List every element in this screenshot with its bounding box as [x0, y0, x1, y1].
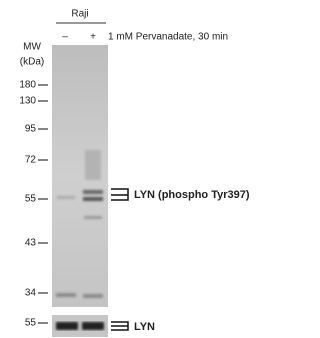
bracket [111, 322, 128, 330]
bracket [111, 189, 128, 200]
markers: 180 130 95 72 55 43 34 55 [19, 80, 48, 329]
band [82, 322, 104, 330]
band-label: LYN [134, 321, 155, 333]
cell-line: Raji [71, 9, 88, 20]
band [57, 196, 75, 199]
band [83, 190, 103, 194]
marker-label: 180 [19, 80, 36, 91]
marker-label: 72 [25, 155, 37, 166]
band [83, 294, 103, 298]
treatment: 1 mM Pervanadate, 30 min [108, 32, 228, 43]
band [56, 293, 76, 297]
marker-label: 43 [25, 238, 37, 249]
mw-label: (kDa) [20, 57, 44, 68]
marker-label: 130 [19, 96, 36, 107]
mw-label: MW [23, 42, 41, 53]
marker-label: 55 [25, 194, 37, 205]
marker-label: 34 [25, 288, 37, 299]
smear [85, 150, 101, 180]
marker-label: 95 [25, 124, 37, 135]
lane-sign: + [90, 32, 96, 43]
western-blot-figure: Raji – + 1 mM Pervanadate, 30 min MW (kD… [0, 0, 284, 338]
band [84, 216, 102, 219]
marker-label: 55 [25, 318, 37, 329]
lane-sign: – [62, 32, 68, 43]
band [83, 197, 103, 201]
band [56, 322, 78, 330]
band-label: LYN (phospho Tyr397) [134, 189, 250, 201]
